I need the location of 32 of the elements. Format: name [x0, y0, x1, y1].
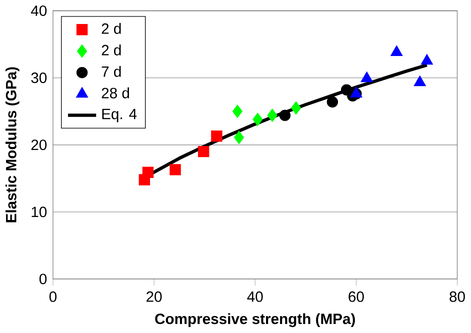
legend-label: 2 d [102, 44, 121, 56]
y-axis-title: Elastic Modulus (GPa) [6, 67, 20, 222]
point [279, 110, 291, 122]
point [142, 166, 154, 178]
x-axis-title: Compressive strength (MPa) [155, 313, 355, 328]
point [326, 96, 338, 108]
point [211, 130, 222, 142]
legend-label: Eq. 4 [102, 109, 137, 122]
legend-label: 2 d [102, 23, 121, 34]
legend-label: 7 d [102, 66, 121, 78]
y-tick-label: 30 [31, 72, 47, 84]
point [198, 146, 210, 158]
y-tick-label: 20 [31, 140, 47, 150]
point [360, 72, 373, 82]
point [252, 112, 263, 126]
x-tick-label: 40 [247, 292, 263, 302]
point [390, 46, 403, 56]
point [170, 164, 181, 176]
x-tick-label: 20 [146, 292, 162, 302]
point [234, 131, 244, 144]
y-tick-label: 40 [30, 6, 47, 16]
y-tick-label: 0 [39, 274, 47, 284]
point [232, 104, 242, 118]
x-tick-label: 80 [450, 292, 465, 302]
x-tick-label: 0 [49, 292, 57, 302]
legend-label: 28 d [102, 88, 129, 99]
point [420, 54, 433, 65]
point [291, 102, 302, 115]
x-tick-label: 60 [348, 292, 364, 302]
y-tick-label: 10 [32, 206, 47, 218]
point [267, 108, 278, 122]
point [414, 76, 426, 86]
